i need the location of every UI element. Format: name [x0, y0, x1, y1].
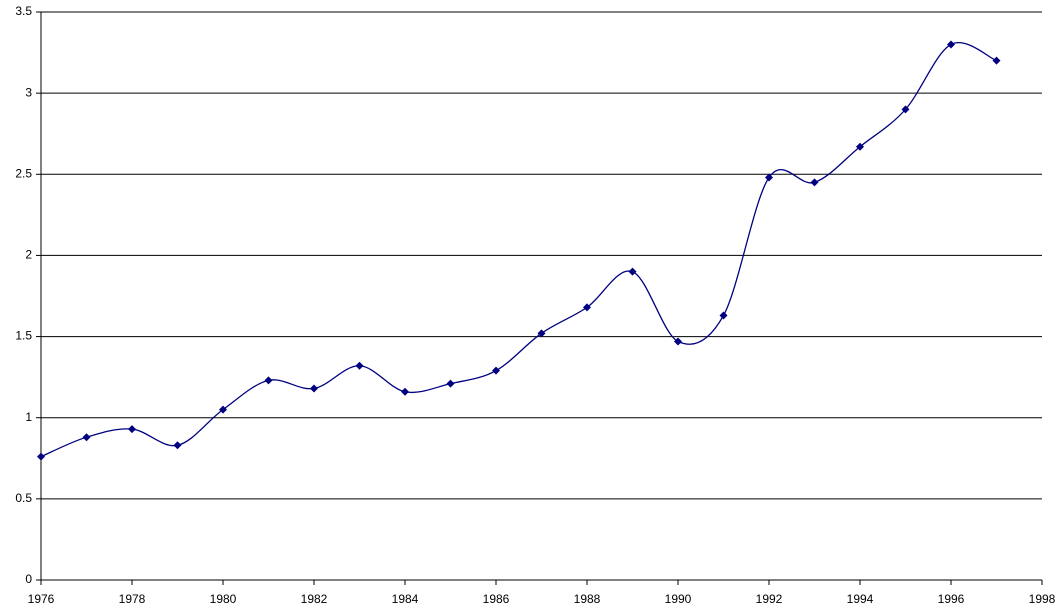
data-point: [310, 384, 318, 393]
x-tick-label: 1996: [938, 592, 965, 606]
x-tick-label: 1978: [119, 592, 146, 606]
data-point: [992, 56, 1001, 65]
y-tick-label: 0.5: [15, 491, 32, 505]
data-point: [856, 142, 864, 151]
x-tick-label: 1994: [847, 592, 874, 606]
data-point: [765, 173, 773, 182]
data-point: [401, 387, 409, 396]
x-tick-label: 1986: [483, 592, 510, 606]
x-tick-label: 1982: [301, 592, 328, 606]
data-point: [719, 311, 728, 320]
x-tick-label: 1992: [756, 592, 783, 606]
y-tick-label: 1: [25, 410, 32, 424]
y-tick-label: 1.5: [15, 329, 32, 343]
y-tick-label: 3.5: [15, 4, 32, 18]
x-tick-label: 1998: [1029, 592, 1056, 606]
data-point: [674, 337, 682, 346]
data-point: [628, 267, 637, 276]
data-point: [947, 40, 955, 49]
y-tick-label: 0: [25, 572, 32, 586]
data-point: [219, 405, 227, 414]
x-tick-label: 1984: [392, 592, 419, 606]
data-point: [264, 376, 273, 385]
data-point: [355, 361, 364, 370]
data-point: [173, 441, 182, 450]
data-point: [128, 425, 136, 434]
data-point: [583, 303, 591, 312]
data-line: [40, 42, 997, 458]
y-tick-label: 3: [25, 85, 32, 99]
x-tick-label: 1980: [210, 592, 237, 606]
x-tick-label: 1976: [28, 592, 55, 606]
data-point: [901, 105, 910, 114]
data-point: [492, 366, 500, 375]
data-point: [446, 379, 455, 388]
y-tick-label: 2: [25, 248, 32, 262]
data-point: [37, 452, 45, 461]
x-tick-label: 1988: [574, 592, 601, 606]
data-point: [537, 329, 546, 338]
data-point: [810, 178, 819, 187]
y-tick-label: 2.5: [15, 166, 32, 180]
x-tick-label: 1990: [665, 592, 692, 606]
data-point: [82, 433, 91, 442]
